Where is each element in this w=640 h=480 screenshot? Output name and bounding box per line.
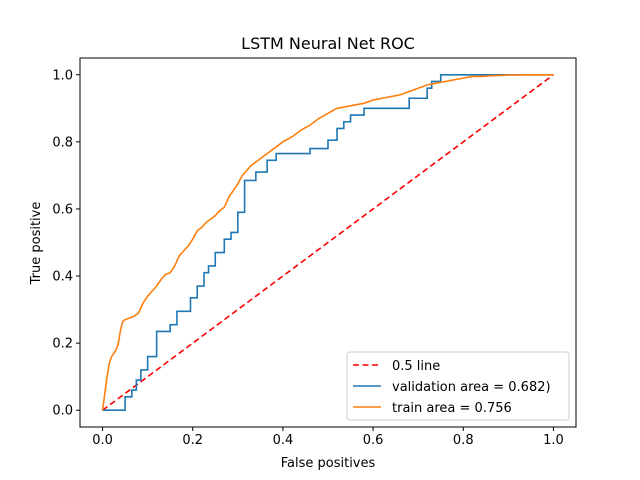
y-tick-label: 0.6	[52, 202, 73, 217]
y-tick-label: 0.4	[52, 270, 73, 285]
x-tick-label: 0.6	[363, 433, 384, 448]
legend-box	[346, 351, 570, 421]
x-tick-label: 0.0	[92, 433, 113, 448]
legend: 0.5 line validation area = 0.682) train ar…	[346, 351, 570, 421]
chart-title: LSTM Neural Net ROC	[241, 34, 415, 53]
y-tick-label: 0.2	[52, 337, 73, 352]
y-tick-label: 1.0	[52, 68, 73, 83]
series-layer	[101, 73, 554, 412]
y-axis-label: True positive	[29, 202, 44, 286]
x-axis-label: False positives	[281, 456, 376, 471]
plot-frame	[79, 57, 577, 428]
series-line-1	[102, 73, 554, 412]
x-tick-label: 0.4	[273, 433, 294, 448]
legend-label-1: validation area = 0.682)	[392, 380, 551, 395]
plot-area	[101, 73, 554, 412]
x-tick-label: 0.8	[453, 433, 474, 448]
legend-label-0: 0.5 line	[392, 359, 440, 374]
legend-label-2: train area = 0.756	[392, 401, 512, 416]
x-axis: 0.0 0.2 0.4 0.6 0.8 1.0	[92, 427, 564, 448]
y-axis: 0.0 0.2 0.4 0.6 0.8 1.0	[52, 68, 80, 419]
x-tick-label: 1.0	[543, 433, 564, 448]
x-tick-label: 0.2	[182, 433, 203, 448]
series-line-2	[101, 73, 554, 411]
y-tick-label: 0.8	[52, 135, 73, 150]
y-tick-label: 0.0	[52, 404, 73, 419]
series-line-0	[102, 74, 554, 411]
